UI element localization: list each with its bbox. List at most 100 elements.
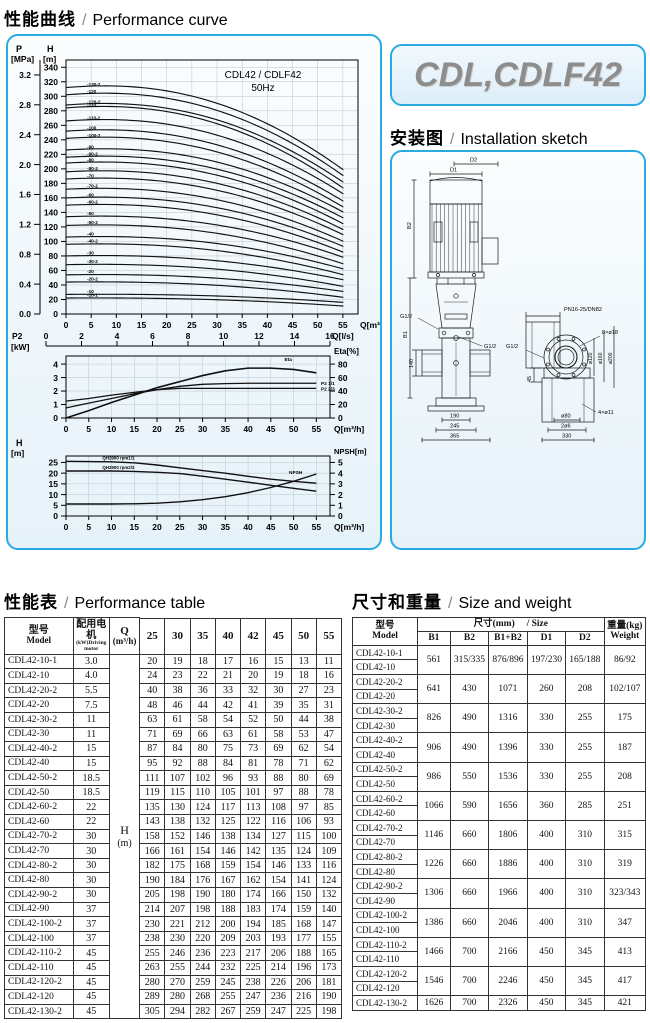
- svg-text:NPSH[m]: NPSH[m]: [334, 447, 367, 456]
- svg-text:0: 0: [338, 413, 343, 423]
- svg-text:0: 0: [338, 511, 343, 521]
- cell-model: CDL42-90-2: [351, 878, 419, 894]
- cell-head-value: 111: [139, 770, 166, 786]
- cell-head-value: 62: [290, 741, 317, 757]
- cell-motor-power: 37: [72, 901, 110, 918]
- cell-head-value: 238: [139, 930, 166, 947]
- cell-motor-power: 3.0: [72, 653, 110, 670]
- svg-text:45: 45: [527, 376, 533, 382]
- svg-text:8×ø18: 8×ø18: [602, 330, 618, 336]
- cell-head-value: 95: [139, 755, 166, 772]
- svg-text:80: 80: [49, 251, 59, 261]
- cell-d1: 400: [526, 819, 567, 851]
- cell-b1: 1306: [417, 878, 451, 909]
- cell-head-value: 88: [189, 755, 216, 772]
- cell-b1-plus-b2: 1396: [488, 732, 528, 763]
- cell-model: CDL42-60: [351, 805, 419, 821]
- svg-text:140: 140: [409, 359, 415, 368]
- svg-text:365: 365: [450, 434, 459, 440]
- svg-text:10: 10: [49, 490, 59, 500]
- cell-head-value: 177: [290, 930, 317, 947]
- svg-text:G1/2: G1/2: [484, 344, 496, 350]
- cell-model: CDL42-50-2: [4, 770, 74, 786]
- table-row: CDL42-110-2 45 255 246 236 223 217 206 188 165: [4, 945, 343, 961]
- svg-text:-50: -50: [87, 211, 94, 216]
- cell-head-value: 93: [240, 770, 267, 786]
- cell-weight: 323/343: [603, 878, 647, 909]
- cell-head-value: 52: [240, 711, 267, 728]
- cell-motor-power: 45: [72, 1003, 110, 1020]
- cell-head-value: 54: [214, 711, 242, 728]
- table-row: CDL42-90 37 214 207 198 188 183 174 159 140: [4, 901, 343, 918]
- svg-text:20: 20: [338, 400, 348, 410]
- cell-b2: 700: [449, 965, 490, 997]
- svg-text:-40-2: -40-2: [87, 239, 98, 244]
- svg-text:3: 3: [53, 373, 58, 383]
- svg-text:-120: -120: [87, 89, 97, 94]
- cell-head-value: 142: [240, 843, 267, 859]
- svg-text:320: 320: [44, 77, 58, 87]
- header-size-en: Size: [531, 619, 548, 629]
- cell-b2: 490: [449, 732, 490, 763]
- cell-head-value: 154: [240, 857, 267, 874]
- cell-head-value: 255: [214, 989, 242, 1005]
- cell-head-value: 63: [139, 711, 166, 728]
- header-flow-unit: Q (m³/h): [108, 617, 141, 655]
- cell-head-value: 263: [139, 960, 166, 976]
- svg-text:-80: -80: [87, 157, 94, 162]
- cell-d1: 400: [526, 849, 567, 880]
- cell-motor-power: 15: [72, 755, 110, 772]
- cell-head-value: 16: [315, 668, 343, 684]
- product-logo-text: CDL,CDLF42: [414, 55, 622, 94]
- table-row: CDL42-130-2 45 305 294 282 267 259 247 225 198: [4, 1003, 343, 1020]
- cell-head-value: 115: [164, 784, 191, 801]
- cell-head-value: 125: [214, 814, 242, 830]
- svg-text:[kW]: [kW]: [11, 342, 30, 352]
- cell-head-value: 21: [214, 668, 242, 684]
- cell-motor-power: 30: [72, 872, 110, 889]
- svg-text:4×ø11: 4×ø11: [598, 410, 614, 416]
- cell-head-value: 20: [139, 653, 166, 670]
- cell-model: CDL42-110: [351, 951, 419, 967]
- cell-d2: 165/188: [565, 644, 605, 676]
- cell-head-value: 113: [240, 799, 267, 816]
- table-header-row: 型号 Model 尺寸(mm) / Size 重量(kg) Weight: [351, 617, 647, 646]
- table-row: CDL42-110-2 1466 700 2166 450 345 413: [351, 936, 647, 967]
- cell-head-value: 289: [139, 989, 166, 1005]
- cell-model: CDL42-90-2: [4, 887, 74, 903]
- performance-table-title-en: Performance table: [74, 595, 206, 612]
- cell-head-value: 138: [164, 814, 191, 830]
- header-weight-en: Weight: [610, 631, 640, 642]
- svg-text:5: 5: [338, 458, 343, 468]
- cell-head-value: 209: [214, 930, 242, 947]
- cell-head-value: 206: [265, 945, 292, 961]
- svg-text:5: 5: [89, 320, 94, 330]
- cell-b1: 1546: [417, 965, 451, 997]
- svg-text:20: 20: [152, 424, 162, 434]
- installation-title-cn: 安装图: [390, 129, 444, 148]
- title-slash: /: [450, 131, 455, 148]
- cell-motor-power: 18.5: [72, 784, 110, 801]
- svg-text:50Hz: 50Hz: [251, 83, 274, 94]
- cell-b1-plus-b2: 1656: [488, 790, 528, 821]
- performance-curve-panel: [6, 34, 382, 550]
- cell-head-value: 166: [265, 887, 292, 903]
- cell-d1: 330: [526, 703, 567, 734]
- svg-text:2: 2: [338, 490, 343, 500]
- cell-b1-plus-b2: 1806: [488, 819, 528, 851]
- cell-model: CDL42-30: [4, 726, 74, 743]
- svg-text:NPSH: NPSH: [289, 470, 303, 476]
- cell-head-value: 214: [139, 901, 166, 918]
- table-row: CDL42-100-2 1386 660 2046 400 310 347: [351, 907, 647, 938]
- cell-head-value: 19: [265, 668, 292, 684]
- cell-head-value: 155: [315, 930, 343, 947]
- svg-text:G1/2: G1/2: [506, 344, 518, 350]
- cell-weight: 102/107: [603, 674, 647, 705]
- cell-b2: 550: [449, 761, 490, 792]
- svg-text:[m]: [m]: [11, 448, 24, 458]
- svg-text:40: 40: [243, 424, 253, 434]
- cell-head-value: 101: [240, 784, 267, 801]
- cell-b2: 660: [449, 849, 490, 880]
- cell-model: CDL42-80-2: [351, 849, 419, 865]
- performance-table-body: CDL42-10-1 3.0 H (m) 20 19 18 17 16 15 13 11 CDL42-1…: [4, 653, 343, 1020]
